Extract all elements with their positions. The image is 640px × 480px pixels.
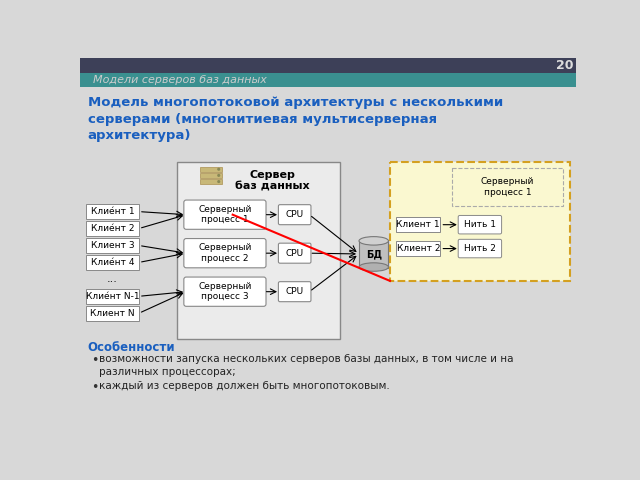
Text: CPU: CPU: [285, 210, 304, 219]
Text: каждый из серверов должен быть многопотоковым.: каждый из серверов должен быть многопото…: [99, 381, 389, 391]
Circle shape: [217, 168, 220, 171]
Text: Нить 1: Нить 1: [464, 220, 496, 229]
Ellipse shape: [359, 237, 388, 245]
Text: CPU: CPU: [285, 287, 304, 296]
Text: Клиент N: Клиент N: [90, 309, 135, 318]
Circle shape: [217, 180, 220, 183]
FancyBboxPatch shape: [177, 162, 340, 339]
FancyBboxPatch shape: [86, 255, 139, 270]
FancyBboxPatch shape: [396, 217, 440, 232]
FancyBboxPatch shape: [452, 168, 563, 206]
Text: Клие́нт N-1: Клие́нт N-1: [86, 292, 140, 301]
Text: Клиент 2: Клиент 2: [397, 244, 440, 253]
FancyBboxPatch shape: [86, 306, 139, 321]
FancyBboxPatch shape: [184, 239, 266, 268]
FancyBboxPatch shape: [278, 204, 311, 225]
Text: Клие́нт 4: Клие́нт 4: [91, 258, 134, 267]
FancyBboxPatch shape: [86, 204, 139, 219]
Text: Клиент 1: Клиент 1: [396, 220, 440, 229]
FancyBboxPatch shape: [278, 243, 311, 263]
FancyBboxPatch shape: [278, 282, 311, 302]
Text: Клие́нт 2: Клие́нт 2: [91, 224, 134, 233]
Text: Клие́нт 1: Клие́нт 1: [91, 207, 134, 216]
FancyBboxPatch shape: [200, 167, 222, 171]
Text: Клиент 3: Клиент 3: [91, 241, 134, 250]
FancyBboxPatch shape: [184, 277, 266, 306]
Text: БД: БД: [365, 249, 382, 259]
FancyBboxPatch shape: [458, 216, 502, 234]
Text: Серверный
процесс 2: Серверный процесс 2: [198, 243, 252, 263]
FancyBboxPatch shape: [184, 200, 266, 229]
Ellipse shape: [359, 263, 388, 271]
Text: Серверный
процесс 1: Серверный процесс 1: [481, 177, 534, 197]
FancyBboxPatch shape: [200, 179, 222, 184]
FancyBboxPatch shape: [359, 241, 388, 268]
Text: Сервер
баз данных: Сервер баз данных: [235, 170, 310, 192]
FancyBboxPatch shape: [86, 238, 139, 253]
Text: Особенности: Особенности: [88, 341, 175, 354]
Text: 20: 20: [556, 59, 573, 72]
Text: CPU: CPU: [285, 249, 304, 258]
Circle shape: [217, 174, 220, 177]
Text: •: •: [91, 381, 98, 394]
Text: Серверный
процесс 1: Серверный процесс 1: [198, 205, 252, 224]
Text: ...: ...: [107, 275, 118, 284]
FancyBboxPatch shape: [458, 240, 502, 258]
Text: Нить 2: Нить 2: [464, 244, 496, 253]
Text: Модели серверов баз данных: Модели серверов баз данных: [86, 75, 267, 85]
FancyBboxPatch shape: [86, 288, 139, 304]
Text: возможности запуска нескольких серверов базы данных, в том числе и на
различных : возможности запуска нескольких серверов …: [99, 354, 513, 377]
FancyBboxPatch shape: [86, 221, 139, 236]
Text: Серверный
процесс 3: Серверный процесс 3: [198, 282, 252, 301]
FancyBboxPatch shape: [396, 241, 440, 256]
FancyBboxPatch shape: [200, 173, 222, 178]
FancyBboxPatch shape: [80, 58, 576, 73]
FancyBboxPatch shape: [390, 162, 570, 281]
Text: Модель многопотоковой архитектуры с несколькими
серверами (многонитиевая мультис: Модель многопотоковой архитектуры с неск…: [88, 96, 503, 142]
Text: •: •: [91, 354, 98, 367]
FancyBboxPatch shape: [80, 73, 576, 87]
